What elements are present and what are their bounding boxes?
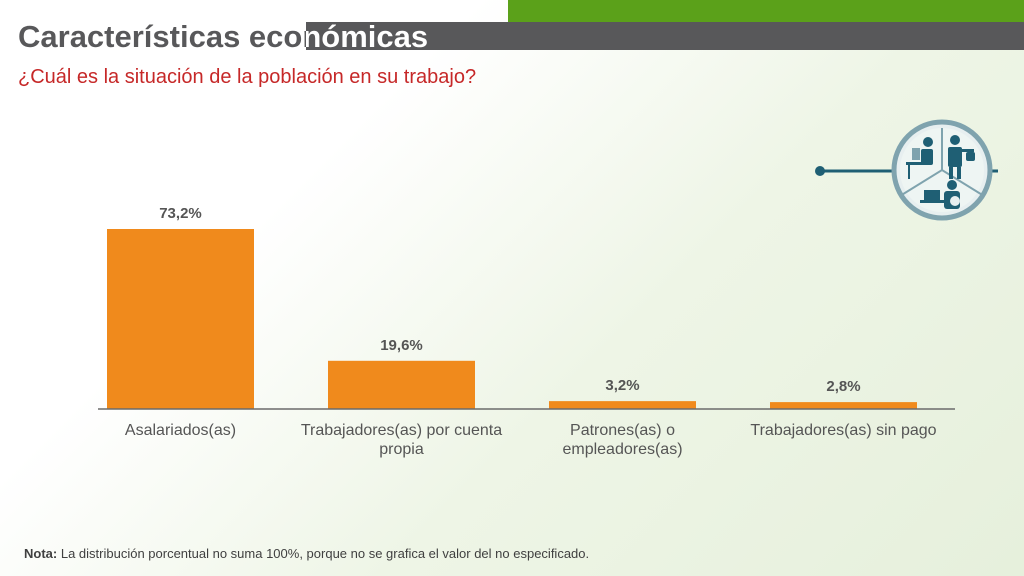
bar-1 [107, 229, 254, 409]
value-label-2: 19,6% [380, 336, 423, 354]
category-label-1: Asalariados(as) [124, 422, 237, 439]
footnote: Nota: La distribución porcentual no suma… [24, 546, 589, 561]
value-label-4: 2,8% [826, 378, 861, 396]
page-subtitle: ¿Cuál es la situación de la población en… [18, 66, 477, 88]
footnote-label: Nota: [24, 546, 58, 561]
bar-4 [770, 402, 917, 409]
value-label-1: 73,2% [159, 205, 202, 222]
category-label-3: Patrones(as) o empleadores(as) [562, 422, 683, 458]
category-label-4: Trabajadores(as) sin pago [750, 422, 937, 439]
bar-3 [549, 401, 696, 409]
category-label-2: Trabajadores(as) por cuenta propia [300, 422, 503, 458]
top-accent-bar [508, 0, 1024, 22]
footnote-text: La distribución porcentual no suma 100%,… [60, 546, 590, 561]
bar-2 [328, 360, 475, 409]
title-band [306, 22, 1024, 50]
value-label-3: 3,2% [605, 377, 640, 395]
workers-icon [812, 118, 998, 222]
page-title: Características económicas [18, 19, 429, 54]
